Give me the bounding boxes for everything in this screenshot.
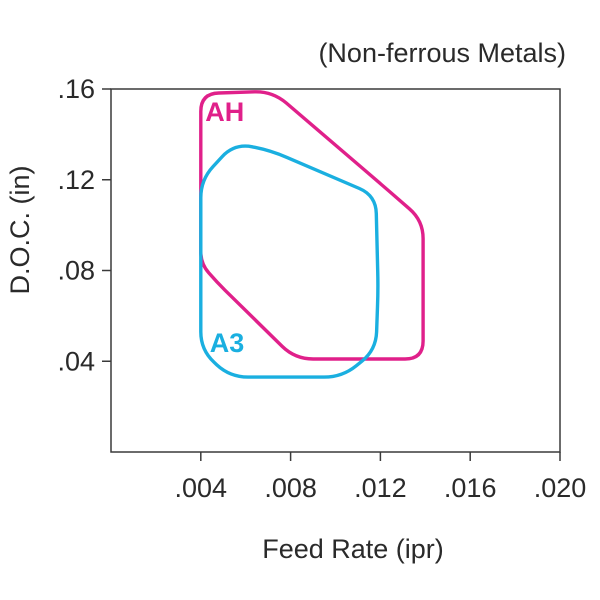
y-tick-label: .04	[57, 346, 95, 376]
x-tick-label: .008	[264, 473, 317, 503]
chart-title: (Non-ferrous Metals)	[318, 38, 566, 68]
series-layer: AH A3	[199, 90, 425, 379]
y-axis-ticks: .04 .08 .12 .16	[57, 74, 111, 376]
x-axis-label: Feed Rate (ipr)	[262, 534, 444, 564]
y-tick-label: .16	[57, 74, 95, 104]
x-tick-label: .020	[534, 473, 587, 503]
series-label-a3: A3	[210, 328, 245, 358]
y-tick-label: .08	[57, 256, 95, 286]
x-tick-label: .016	[444, 473, 497, 503]
x-tick-label: .012	[354, 473, 407, 503]
x-axis-ticks: .004 .008 .012 .016 .020	[175, 452, 587, 503]
region-a3	[199, 144, 380, 379]
y-tick-label: .12	[57, 165, 95, 195]
y-axis-label: D.O.C. (in)	[5, 165, 35, 294]
series-label-ah: AH	[205, 97, 244, 127]
region-ah	[199, 90, 425, 361]
x-tick-label: .004	[175, 473, 228, 503]
